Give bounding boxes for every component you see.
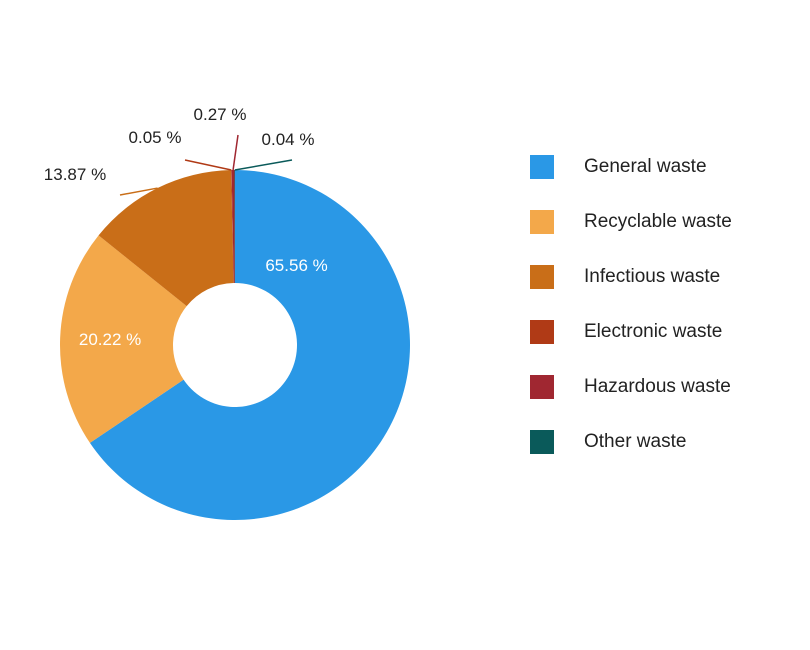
legend-item: Hazardous waste <box>530 375 732 399</box>
legend-item: General waste <box>530 155 732 179</box>
slice-label: 13.87 % <box>44 165 106 185</box>
slice-label: 65.56 % <box>265 256 327 276</box>
slice-label: 0.05 % <box>129 128 182 148</box>
legend-label: Electronic waste <box>584 321 722 343</box>
leader-line <box>233 135 238 170</box>
legend-swatch <box>530 210 554 234</box>
legend-label: Infectious waste <box>584 266 720 288</box>
slice-label: 0.04 % <box>262 130 315 150</box>
legend-item: Infectious waste <box>530 265 732 289</box>
leader-line <box>185 160 231 170</box>
legend-item: Other waste <box>530 430 732 454</box>
legend-label: Recyclable waste <box>584 211 732 233</box>
legend-swatch <box>530 430 554 454</box>
legend-swatch <box>530 265 554 289</box>
legend-label: Hazardous waste <box>584 376 731 398</box>
legend-item: Recyclable waste <box>530 210 732 234</box>
legend: General waste Recyclable waste Infectious … <box>530 155 732 454</box>
legend-swatch <box>530 375 554 399</box>
legend-swatch <box>530 320 554 344</box>
legend-swatch <box>530 155 554 179</box>
legend-item: Electronic waste <box>530 320 732 344</box>
slice-label: 20.22 % <box>79 330 141 350</box>
chart-container: General waste Recyclable waste Infectious … <box>0 0 810 650</box>
slice-label: 0.27 % <box>194 105 247 125</box>
legend-label: General waste <box>584 156 707 178</box>
leader-line <box>235 160 292 170</box>
legend-label: Other waste <box>584 431 686 453</box>
